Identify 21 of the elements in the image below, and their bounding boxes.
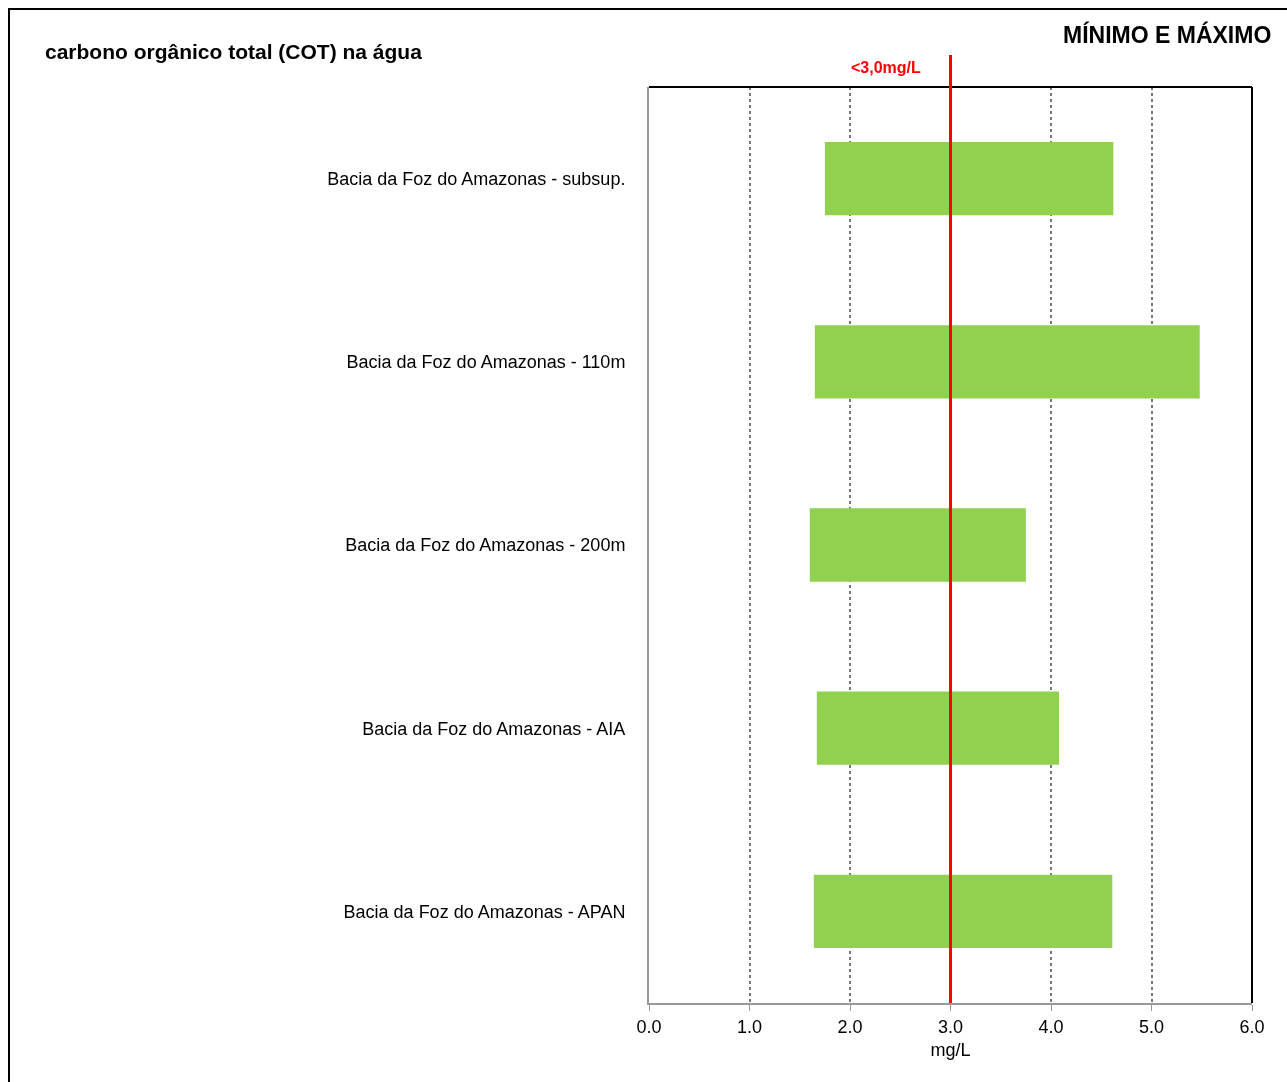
bar: [814, 325, 1200, 399]
bar: [824, 141, 1114, 216]
x-tick-label: 1.0: [736, 1016, 763, 1037]
x-tick-label: 5.0: [1138, 1016, 1165, 1037]
bar: [813, 874, 1113, 949]
y-tick-label: Bacia da Foz do Amazonas - 110m: [346, 352, 626, 373]
bar: [809, 508, 1026, 582]
x-axis-title: mg/L: [930, 1040, 971, 1061]
x-tick-label: 0.0: [636, 1016, 662, 1037]
x-tick-label: 6.0: [1239, 1016, 1265, 1037]
ref-line-label: <3,0mg/L: [851, 59, 922, 76]
y-tick-label: Bacia da Foz do Amazonas - APAN: [343, 901, 626, 922]
x-tick-label: 3.0: [937, 1016, 964, 1037]
y-tick-label: Bacia da Foz do Amazonas - AIA: [362, 718, 626, 739]
bar: [816, 691, 1060, 765]
y-tick-label: Bacia da Foz do Amazonas - 200m: [345, 535, 626, 556]
text: carbono orgânico total (COT) na água: [45, 40, 423, 64]
text: MÍNIMO E MÁXIMO: [1063, 21, 1272, 48]
y-tick-label: Bacia da Foz do Amazonas - subsup.: [327, 168, 626, 189]
x-tick-label: 2.0: [837, 1016, 863, 1037]
x-tick-label: 4.0: [1038, 1016, 1064, 1037]
